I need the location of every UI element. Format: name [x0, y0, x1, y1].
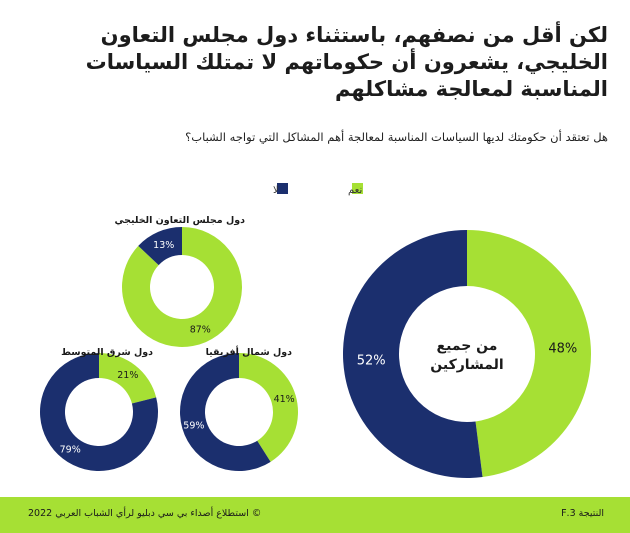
legend-yes-label: نعم [348, 185, 362, 196]
donut-3-title: دول شرق المتوسط [61, 347, 153, 358]
headline: لكن أقل من نصفهم، باستثناء دول مجلس التع… [85, 23, 608, 101]
donut-2-title: دول شمال أفريقيا [206, 345, 293, 358]
donut-3-slice-no [39, 353, 158, 471]
footer-source: © استطلاع أصداء بي سي دبليو لرأي الشباب … [28, 508, 262, 519]
footer-bar: © استطلاع أصداء بي سي دبليو لرأي الشباب … [0, 497, 630, 533]
donut-2-slice-yes [239, 353, 299, 462]
donut-0-label-yes: 48% [548, 342, 577, 357]
donut-3-label-no: 79% [60, 444, 81, 455]
charts-canvas: نعم لا 48% 52% من جميع المشاركين 87% 13% دول مجل… [39, 183, 591, 478]
donut-1-title: دول مجلس التعاون الخليجي [114, 215, 245, 226]
donut-3-slice-yes [99, 353, 157, 404]
center-title-line1: من جميع [437, 338, 498, 354]
donut-0-slice-no [342, 230, 483, 478]
donut-0-label-no: 52% [357, 354, 386, 369]
donut-0-slice-yes [467, 230, 591, 478]
donut-2-label-yes: 41% [274, 394, 295, 405]
donut-1-label-no: 13% [153, 240, 174, 251]
survey-question: هل تعتقد أن حكومتك لديها السياسات المناس… [185, 130, 608, 144]
donut-3-label-yes: 21% [117, 370, 138, 381]
legend-no-swatch [277, 183, 288, 194]
footer-figure-label: النتيجة 3.F [561, 508, 604, 519]
donut-1-slice-yes [122, 227, 243, 347]
legend-yes-swatch [352, 183, 363, 194]
donut-1-label-yes: 87% [190, 325, 211, 336]
donut-2-label-no: 59% [183, 420, 204, 431]
legend-no-label: لا [273, 185, 279, 196]
center-title-line2: المشاركين [430, 357, 503, 373]
donut-2-slice-no [180, 353, 271, 471]
donut-1-slice-no [138, 227, 182, 266]
